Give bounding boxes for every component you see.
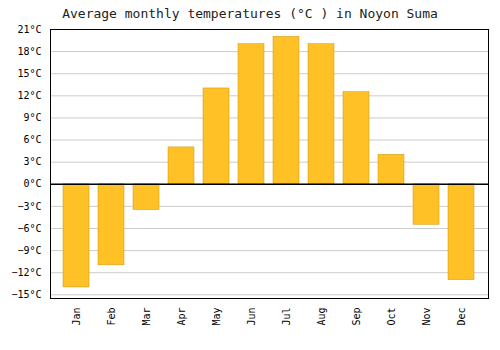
svg-text:Apr: Apr (176, 308, 187, 326)
svg-text:−9°C: −9°C (17, 245, 41, 256)
svg-text:−3°C: −3°C (17, 201, 41, 212)
svg-text:Jan: Jan (71, 308, 82, 326)
svg-text:12°C: 12°C (17, 90, 41, 101)
svg-text:6°C: 6°C (23, 134, 41, 145)
svg-text:Aug: Aug (316, 308, 327, 326)
svg-text:Mar: Mar (141, 308, 152, 326)
svg-text:18°C: 18°C (17, 46, 41, 57)
svg-text:Nov: Nov (421, 308, 432, 326)
svg-text:15°C: 15°C (17, 68, 41, 79)
svg-text:Dec: Dec (456, 308, 467, 326)
svg-text:21°C: 21°C (17, 24, 41, 35)
html-text:Average monthly temperatures (: Average monthly temperatures (°C ) in No… (62, 6, 438, 21)
svg-text:Jun: Jun (246, 308, 257, 326)
svg-text:−12°C: −12°C (11, 267, 41, 278)
svg-text:Feb: Feb (106, 308, 117, 326)
svg-text:May: May (211, 308, 222, 326)
svg-text:−15°C: −15°C (11, 289, 41, 300)
svg-text:9°C: 9°C (23, 112, 41, 123)
svg-text:Oct: Oct (386, 308, 397, 326)
svg-text:Sep: Sep (351, 308, 362, 326)
svg-text:−6°C: −6°C (17, 223, 41, 234)
svg-text:0°C: 0°C (23, 178, 41, 189)
svg-text:3°C: 3°C (23, 156, 41, 167)
svg-text:Jul: Jul (281, 308, 292, 326)
